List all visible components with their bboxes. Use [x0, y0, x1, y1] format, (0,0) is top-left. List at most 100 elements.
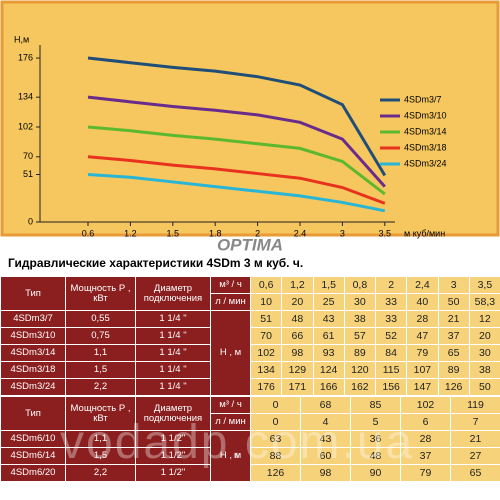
table-cell: 25: [312, 293, 345, 311]
table-cell: 47: [406, 327, 439, 345]
table-cell: 66: [281, 327, 314, 345]
table-cell: 2,4: [406, 276, 439, 294]
table-cell: 129: [281, 361, 314, 379]
line-series: [87, 95, 386, 188]
table-cell: 89: [343, 344, 377, 362]
table-cell: 1,5: [312, 276, 345, 294]
table-cell: 4SDm3/14: [0, 344, 66, 362]
table-cell: 0,6: [249, 276, 283, 294]
table-cell: 162: [343, 378, 377, 396]
legend-label: 4SDm3/18: [404, 142, 447, 152]
table-cell: 33: [374, 293, 408, 311]
watermark: vodadp.com.ua: [60, 416, 415, 469]
table-cell: л / мин: [210, 293, 251, 311]
table-cell: 68: [300, 396, 351, 414]
table-cell: 1 1/4 ": [135, 344, 211, 362]
table-cell: 119: [450, 396, 500, 414]
x-tick-label: 1.2: [124, 228, 137, 238]
table-cell: 1,5: [65, 361, 136, 379]
table-cell: 4SDm3/18: [0, 361, 66, 379]
table-cell: 134: [249, 361, 283, 379]
table-cell: 70: [249, 327, 283, 345]
table-cell: 48: [281, 310, 314, 328]
table-cell: 1,2: [281, 276, 314, 294]
table-cell: 4SDm6/10: [0, 430, 66, 448]
x-tick-label: 2.4: [294, 228, 307, 238]
logo: OPTIMA: [217, 235, 283, 254]
legend-label: 4SDm3/7: [404, 94, 442, 104]
table-cell: 98: [281, 344, 314, 362]
table-cell: 98: [300, 464, 351, 482]
table-cell: 1,1: [65, 344, 136, 362]
table-cell: 166: [312, 378, 345, 396]
y-tick-label: 102: [18, 121, 33, 131]
table-cell: 176: [249, 378, 283, 396]
table-cell: 147: [406, 378, 439, 396]
table-cell: 2: [374, 276, 408, 294]
table-cell: 93: [312, 344, 345, 362]
table-cell: 30: [343, 293, 377, 311]
line-series: [87, 172, 386, 213]
table-cell: 6: [400, 413, 451, 431]
table-cell: м³ / ч: [210, 276, 251, 294]
table-cell: 79: [400, 464, 451, 482]
line-series: [87, 155, 386, 205]
table-cell: 38: [343, 310, 377, 328]
table-cell: Диаметр подключения: [135, 396, 211, 431]
table-cell: 21: [437, 310, 470, 328]
table-cell: 0,8: [343, 276, 377, 294]
table-cell: 65: [437, 344, 470, 362]
table-cell: 0,55: [65, 310, 136, 328]
table-cell: Н , м: [210, 310, 251, 396]
table-cell: 27: [450, 447, 500, 465]
legend-label: 4SDm3/24: [404, 158, 447, 168]
table-cell: 0: [250, 396, 301, 414]
table-cell: 79: [406, 344, 439, 362]
table-cell: 38: [468, 361, 500, 379]
table-cell: 48: [350, 447, 401, 465]
y-tick-label: 51: [23, 169, 33, 179]
x-axis-label: м куб/мин: [404, 228, 445, 238]
table-cell: 4SDm6/20: [0, 464, 66, 482]
table-cell: Мощность Р , кВт: [65, 396, 136, 431]
y-tick-label: 70: [23, 151, 33, 161]
table-cell: 102: [400, 396, 451, 414]
table: Тип Мощность Р , кВт Диаметр подключения м³…: [0, 276, 500, 396]
table-cell: 52: [374, 327, 408, 345]
table-cell: 61: [312, 327, 345, 345]
table-cell: Тип: [0, 396, 66, 431]
table-cell: 4SDm3/7: [0, 310, 66, 328]
title: Гидравлические характеристики 4SDm 3 м к…: [8, 256, 303, 270]
table-cell: 126: [250, 464, 301, 482]
table-cell: 21: [450, 430, 500, 448]
table-cell: 84: [374, 344, 408, 362]
table-cell: 89: [437, 361, 470, 379]
table-cell: 7: [450, 413, 500, 431]
table-cell: 40: [406, 293, 439, 311]
table-cell: 85: [350, 396, 401, 414]
table-cell: 2,2: [65, 464, 136, 482]
table-cell: 43: [312, 310, 345, 328]
table-cell: 20: [468, 327, 500, 345]
table-cell: 120: [343, 361, 377, 379]
table-cell: 37: [400, 447, 451, 465]
table-cell: 171: [281, 378, 314, 396]
x-tick-label: 3: [340, 228, 345, 238]
table: Тип Мощность Р , кВт Диаметр подключения м³…: [0, 396, 500, 482]
table-cell: 3,5: [468, 276, 500, 294]
table-cell: м³ / ч: [210, 396, 251, 414]
table-cell: 30: [468, 344, 500, 362]
x-tick-label: 2: [255, 228, 260, 238]
table-cell: 107: [406, 361, 439, 379]
table-cell: 1 1/4 ": [135, 378, 211, 396]
table-cell: 28: [406, 310, 439, 328]
table-cell: 37: [437, 327, 470, 345]
table-cell: 1 1/4 ": [135, 361, 211, 379]
table-cell: 90: [350, 464, 401, 482]
y-tick-label: 0: [28, 216, 33, 226]
table-cell: 60: [300, 447, 351, 465]
table-cell: 63: [250, 430, 301, 448]
table-cell: 4SDm3/10: [0, 327, 66, 345]
y-tick-label: 176: [18, 52, 33, 62]
